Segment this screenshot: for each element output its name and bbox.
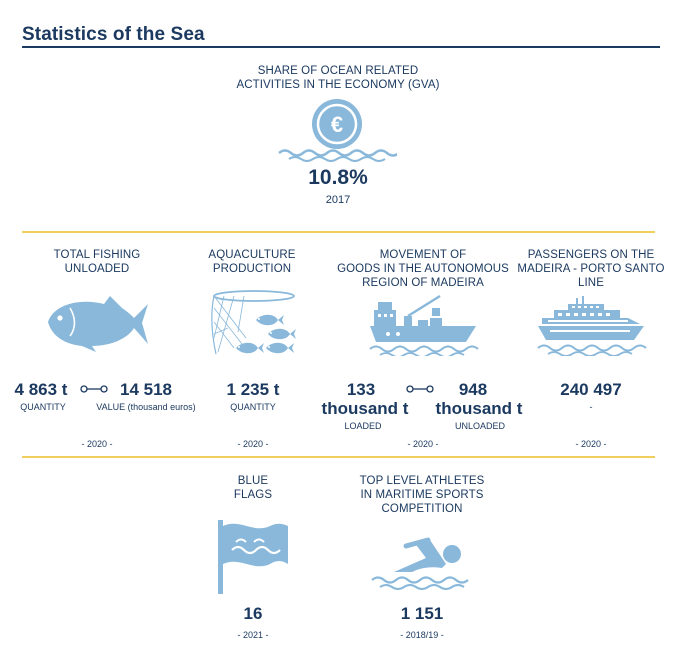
fishing-value-label: VALUE (thousand euros) bbox=[96, 402, 196, 412]
passengers-label-line2: MADEIRA - PORTO SANTO bbox=[517, 263, 665, 275]
gva-value: 10.8% bbox=[308, 166, 368, 189]
athletes-label-line1: TOP LEVEL ATHLETES bbox=[359, 475, 485, 487]
goods-loaded-unit: thousand t bbox=[321, 399, 409, 418]
blue-flags-value: 16 bbox=[243, 604, 263, 623]
gva-label: SHARE OF OCEAN RELATED ACTIVITIES IN THE… bbox=[188, 64, 488, 92]
fish-net-icon bbox=[206, 288, 300, 356]
fish-icon bbox=[44, 294, 150, 352]
blue-flags-label: BLUE FLAGS bbox=[203, 474, 303, 502]
goods-label-line2: GOODS IN THE AUTONOMOUS bbox=[337, 263, 509, 275]
fishing-value-value: 14 518 bbox=[120, 380, 172, 399]
swimmer-icon bbox=[370, 534, 474, 592]
page-title: Statistics of the Sea bbox=[22, 24, 205, 45]
goods-year: - 2020 - bbox=[407, 439, 439, 449]
divider-bottom bbox=[22, 456, 655, 458]
goods-loaded-label: LOADED bbox=[344, 421, 382, 431]
goods-label-line1: MOVEMENT OF bbox=[379, 249, 467, 261]
euro-coin-icon: € bbox=[277, 98, 397, 162]
passengers-sublabel: - bbox=[589, 402, 593, 412]
fishing-year: - 2020 - bbox=[81, 439, 113, 449]
connector-icon bbox=[406, 384, 434, 394]
goods-unloaded-unit: thousand t bbox=[435, 399, 523, 418]
svg-text:€: € bbox=[331, 112, 343, 137]
aquaculture-label-line2: PRODUCTION bbox=[212, 263, 292, 275]
gva-year: 2017 bbox=[325, 194, 351, 206]
athletes-label: TOP LEVEL ATHLETES IN MARITIME SPORTS CO… bbox=[336, 474, 508, 516]
gva-label-line1: SHARE OF OCEAN RELATED bbox=[257, 65, 419, 77]
fishing-label: TOTAL FISHING UNLOADED bbox=[36, 248, 158, 276]
goods-unloaded-label: UNLOADED bbox=[454, 421, 505, 431]
blue-flag-icon bbox=[214, 518, 294, 596]
passengers-label-line1: PASSENGERS ON THE bbox=[527, 249, 655, 261]
aquaculture-sublabel: QUANTITY bbox=[230, 402, 276, 412]
aquaculture-value: 1 235 t bbox=[226, 380, 280, 399]
passengers-label: PASSENGERS ON THE MADEIRA - PORTO SANTO … bbox=[516, 248, 666, 290]
ferry-icon bbox=[536, 294, 648, 356]
aquaculture-year: - 2020 - bbox=[237, 439, 269, 449]
passengers-value: 240 497 bbox=[560, 380, 622, 399]
goods-label-line3: REGION OF MADEIRA bbox=[362, 277, 484, 289]
athletes-label-line3: COMPETITION bbox=[381, 503, 463, 515]
aquaculture-label: AQUACULTURE PRODUCTION bbox=[193, 248, 311, 276]
cargo-ship-icon bbox=[368, 294, 480, 356]
fishing-label-line2: UNLOADED bbox=[64, 263, 130, 275]
goods-unloaded-num: 948 bbox=[458, 380, 488, 399]
athletes-label-line2: IN MARITIME SPORTS bbox=[360, 489, 484, 501]
blue-flags-year: - 2021 - bbox=[237, 630, 269, 640]
goods-loaded-num: 133 bbox=[346, 380, 376, 399]
divider-top bbox=[22, 231, 655, 233]
gva-label-line2: ACTIVITIES IN THE ECONOMY (GVA) bbox=[236, 79, 440, 91]
athletes-value: 1 151 bbox=[400, 604, 444, 623]
fishing-quantity-label: QUANTITY bbox=[20, 402, 66, 412]
title-underline bbox=[22, 46, 660, 48]
blue-flags-label-line1: BLUE bbox=[237, 475, 269, 487]
athletes-year: - 2018/19 - bbox=[400, 630, 444, 640]
passengers-label-line3: LINE bbox=[578, 277, 604, 289]
aquaculture-label-line1: AQUACULTURE bbox=[208, 249, 296, 261]
fishing-label-line1: TOTAL FISHING bbox=[53, 249, 141, 261]
connector-icon bbox=[80, 384, 108, 394]
goods-label: MOVEMENT OF GOODS IN THE AUTONOMOUS REGI… bbox=[332, 248, 514, 290]
fishing-quantity-value: 4 863 t bbox=[14, 380, 68, 399]
blue-flags-label-line2: FLAGS bbox=[233, 489, 273, 501]
passengers-year: - 2020 - bbox=[575, 439, 607, 449]
